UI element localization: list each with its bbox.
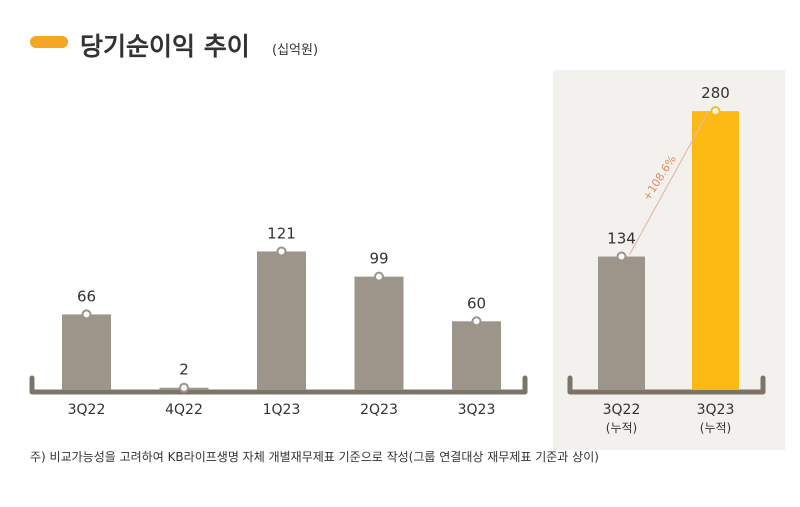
bar-marker-4Q22: [179, 382, 189, 393]
category-label-3Q22: 3Q22: [68, 402, 106, 418]
bar-1Q23: [257, 251, 306, 390]
footnote: 주) 비교가능성을 고려하여 KB라이프생명 자체 개별재무제표 기준으로 작성…: [30, 450, 599, 464]
chart-title: 당기순이익 추이: [80, 32, 250, 61]
bar-marker-2Q23: [374, 271, 384, 282]
cumulative-data-label-3Q22: 134: [607, 230, 636, 248]
data-label-1Q23: 121: [267, 224, 296, 242]
bar-marker-1Q23: [276, 246, 287, 257]
category-label-4Q22: 4Q22: [165, 402, 203, 418]
data-label-2Q23: 99: [369, 250, 388, 268]
data-label-3Q22: 66: [77, 287, 96, 305]
cumulative-bar-marker-3Q22: [616, 251, 627, 262]
chart-unit: (십억원): [272, 43, 318, 58]
category-label-2Q23: 2Q23: [360, 402, 398, 418]
bar-2Q23: [354, 276, 404, 390]
cumulative-bar-3Q22: [598, 256, 645, 390]
category-label-1Q23: 1Q23: [263, 402, 301, 418]
bar-marker-3Q23: [471, 316, 482, 327]
category-label-3Q23: 3Q23: [458, 402, 496, 418]
cumulative-axis-line: [567, 375, 766, 395]
cumulative-data-label-3Q23: 280: [701, 84, 730, 102]
growth-connector-line: [628, 112, 709, 255]
cumulative-category-label-3Q23: 3Q23: [697, 402, 735, 418]
bar-3Q22: [62, 314, 111, 390]
data-label-3Q23: 60: [467, 294, 486, 312]
cumulative-bar-marker-3Q23: [710, 106, 721, 117]
quarterly-axis-line: [29, 375, 528, 395]
title-accent-icon: [30, 36, 68, 48]
bar-marker-3Q22: [81, 309, 92, 320]
data-label-4Q22: 2: [179, 361, 189, 379]
cumulative-panel-background: [553, 70, 785, 450]
cumulative-sublabel-3Q23: (누적): [700, 421, 731, 435]
quarterly-net-income-chart: 66 3Q22 2 4Q22 121 1Q23 99 2Q23 60 3Q23: [62, 224, 501, 418]
cumulative-bar-3Q23: [692, 111, 739, 391]
cumulative-category-label-3Q22: 3Q22: [603, 402, 641, 418]
cumulative-sublabel-3Q22: (누적): [606, 421, 637, 435]
bar-3Q23: [452, 321, 501, 390]
